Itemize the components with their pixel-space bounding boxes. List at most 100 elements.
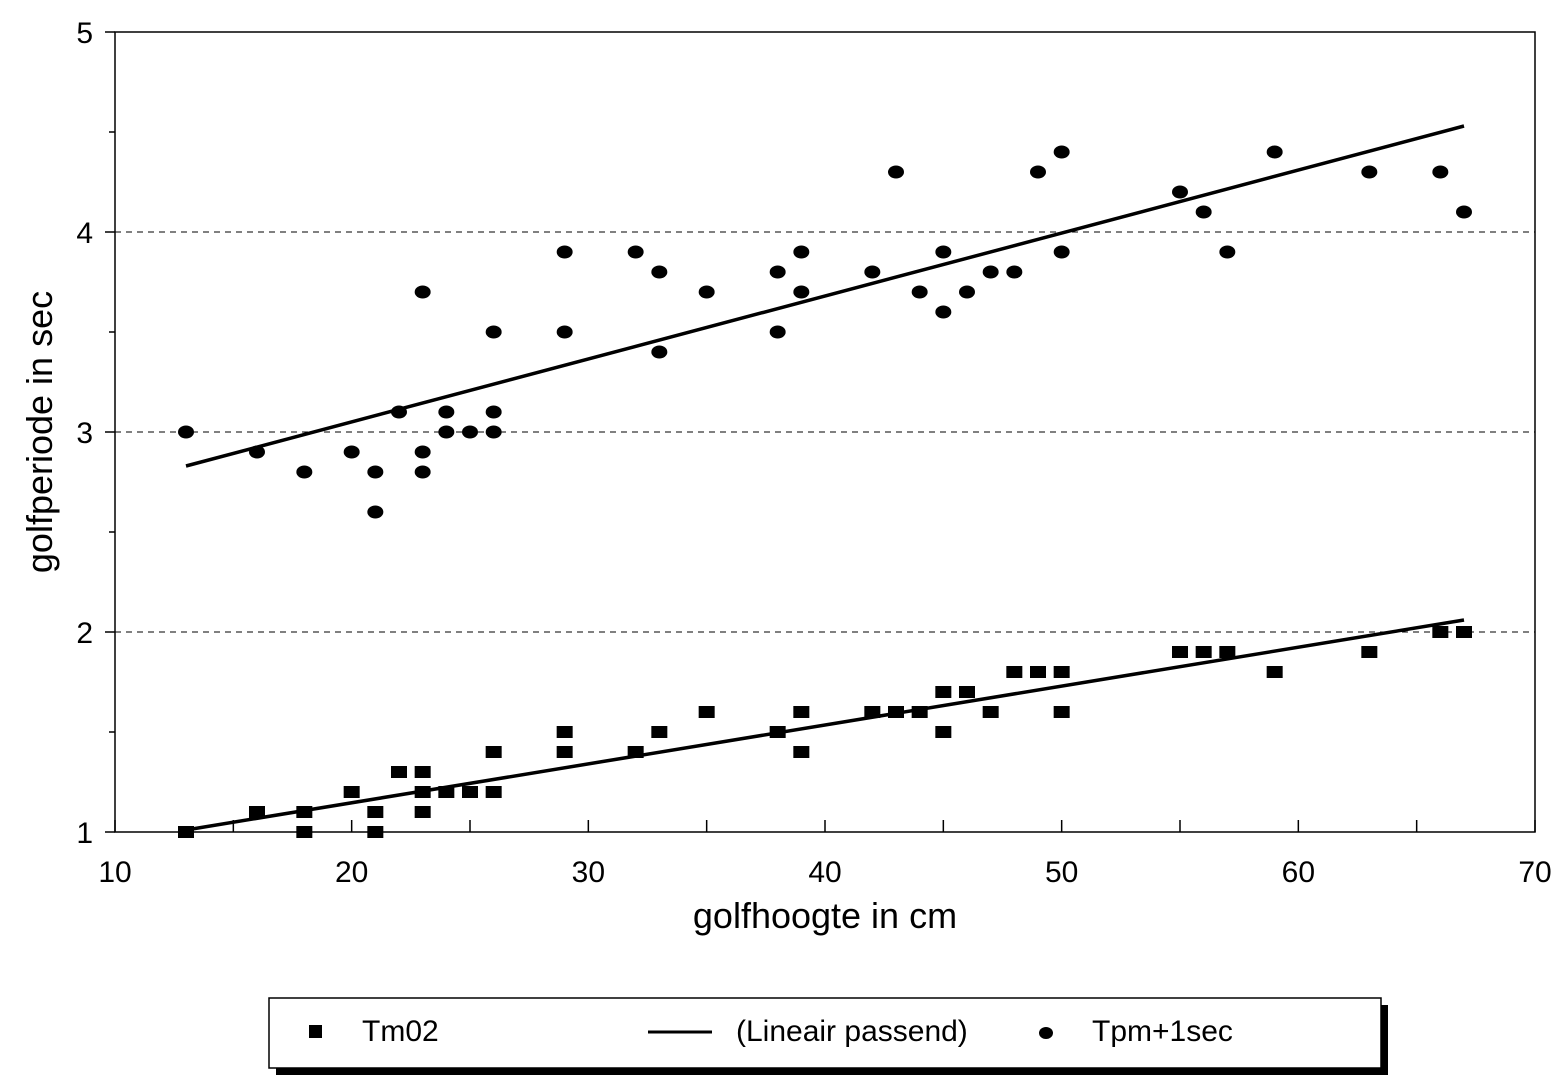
- x-tick-label: 30: [572, 856, 605, 889]
- point-tm02: [1172, 646, 1188, 658]
- y-axis-title: golfperiode in sec: [19, 291, 60, 573]
- data-points: [178, 145, 1472, 838]
- point-tm02: [864, 706, 881, 718]
- point-tpm: [793, 245, 810, 259]
- legend-square-marker: [309, 1025, 322, 1038]
- point-tpm: [935, 245, 952, 259]
- point-tpm: [769, 325, 786, 339]
- point-tm02: [178, 826, 194, 838]
- point-tpm: [888, 165, 904, 179]
- point-tpm: [414, 445, 431, 459]
- point-tm02: [438, 786, 455, 798]
- point-tpm: [1030, 165, 1046, 179]
- point-tpm: [864, 265, 881, 279]
- point-tm02: [1053, 666, 1070, 678]
- point-tm02: [556, 726, 573, 738]
- legend-label-tm02: Tm02: [362, 1015, 439, 1048]
- y-tick-label: 4: [76, 217, 93, 250]
- point-tm02: [391, 766, 407, 778]
- point-tpm: [935, 305, 952, 319]
- point-tm02: [793, 706, 810, 718]
- point-tpm: [178, 425, 194, 439]
- x-tick-label: 10: [98, 856, 131, 889]
- point-tm02: [935, 686, 952, 698]
- point-tpm: [1266, 145, 1283, 159]
- point-tm02: [769, 726, 786, 738]
- x-tick-label: 50: [1045, 856, 1078, 889]
- point-tm02: [367, 826, 384, 838]
- point-tpm: [769, 265, 786, 279]
- point-tm02: [793, 746, 810, 758]
- point-tpm: [367, 465, 384, 479]
- point-tm02: [249, 806, 265, 818]
- point-tm02: [698, 706, 715, 718]
- x-tick-label: 40: [808, 856, 841, 889]
- point-tm02: [1195, 646, 1212, 658]
- point-tm02: [1053, 706, 1070, 718]
- legend-label-tpm: Tpm+1sec: [1092, 1015, 1233, 1048]
- point-tpm: [438, 405, 455, 419]
- y-tick-label: 1: [76, 817, 93, 850]
- point-tm02: [1266, 666, 1283, 678]
- point-tpm: [627, 245, 644, 259]
- point-tm02: [1456, 626, 1472, 638]
- point-tpm: [1006, 265, 1023, 279]
- y-tick-label: 5: [76, 17, 93, 50]
- y-tick-label: 3: [76, 417, 93, 450]
- point-tpm: [1432, 165, 1449, 179]
- point-tpm: [1195, 205, 1212, 219]
- point-tm02: [1432, 626, 1449, 638]
- point-tm02: [651, 726, 668, 738]
- x-tick-label: 70: [1518, 856, 1551, 889]
- point-tpm: [485, 325, 502, 339]
- point-tm02: [296, 826, 313, 838]
- point-tpm: [1053, 245, 1070, 259]
- point-tpm: [1361, 165, 1378, 179]
- point-tpm: [296, 465, 313, 479]
- point-tm02: [462, 786, 478, 798]
- legend: Tm02 (Lineair passend) Tpm+1sec: [268, 997, 1388, 1075]
- point-tm02: [627, 746, 644, 758]
- point-tpm: [698, 285, 715, 299]
- point-tpm: [1456, 205, 1472, 219]
- legend-label-linear-fit: (Lineair passend): [736, 1015, 968, 1048]
- point-tm02: [982, 706, 999, 718]
- point-tm02: [1361, 646, 1378, 658]
- point-tpm: [651, 345, 668, 359]
- point-tpm: [391, 405, 407, 419]
- x-tick-label: 60: [1282, 856, 1315, 889]
- point-tpm: [343, 445, 360, 459]
- legend-circle-marker: [1039, 1027, 1053, 1039]
- axis-ticks: 1 2 3 4 5 10 20 30 40 50 60 70: [76, 17, 1551, 889]
- point-tm02: [414, 806, 431, 818]
- point-tm02: [343, 786, 360, 798]
- point-tpm: [249, 445, 265, 459]
- point-tpm: [462, 425, 478, 439]
- legend-box: [268, 997, 1382, 1069]
- point-tpm: [1219, 245, 1236, 259]
- point-tpm: [414, 465, 431, 479]
- point-tm02: [485, 786, 502, 798]
- point-tm02: [414, 766, 431, 778]
- point-tm02: [1219, 646, 1236, 658]
- point-tpm: [556, 245, 573, 259]
- point-tm02: [959, 686, 975, 698]
- point-tm02: [935, 726, 952, 738]
- point-tm02: [367, 806, 384, 818]
- point-tpm: [438, 425, 455, 439]
- x-axis-title: golfhoogte in cm: [693, 895, 957, 936]
- point-tpm: [485, 405, 502, 419]
- trendline-tm02: [185, 618, 1465, 832]
- point-tpm: [911, 285, 928, 299]
- x-tick-label: 20: [335, 856, 368, 889]
- point-tpm: [556, 325, 573, 339]
- point-tm02: [556, 746, 573, 758]
- point-tm02: [1006, 666, 1023, 678]
- point-tm02: [296, 806, 313, 818]
- point-tpm: [1172, 185, 1188, 199]
- point-tm02: [485, 746, 502, 758]
- point-tpm: [793, 285, 810, 299]
- point-tm02: [911, 706, 928, 718]
- point-tpm: [1053, 145, 1070, 159]
